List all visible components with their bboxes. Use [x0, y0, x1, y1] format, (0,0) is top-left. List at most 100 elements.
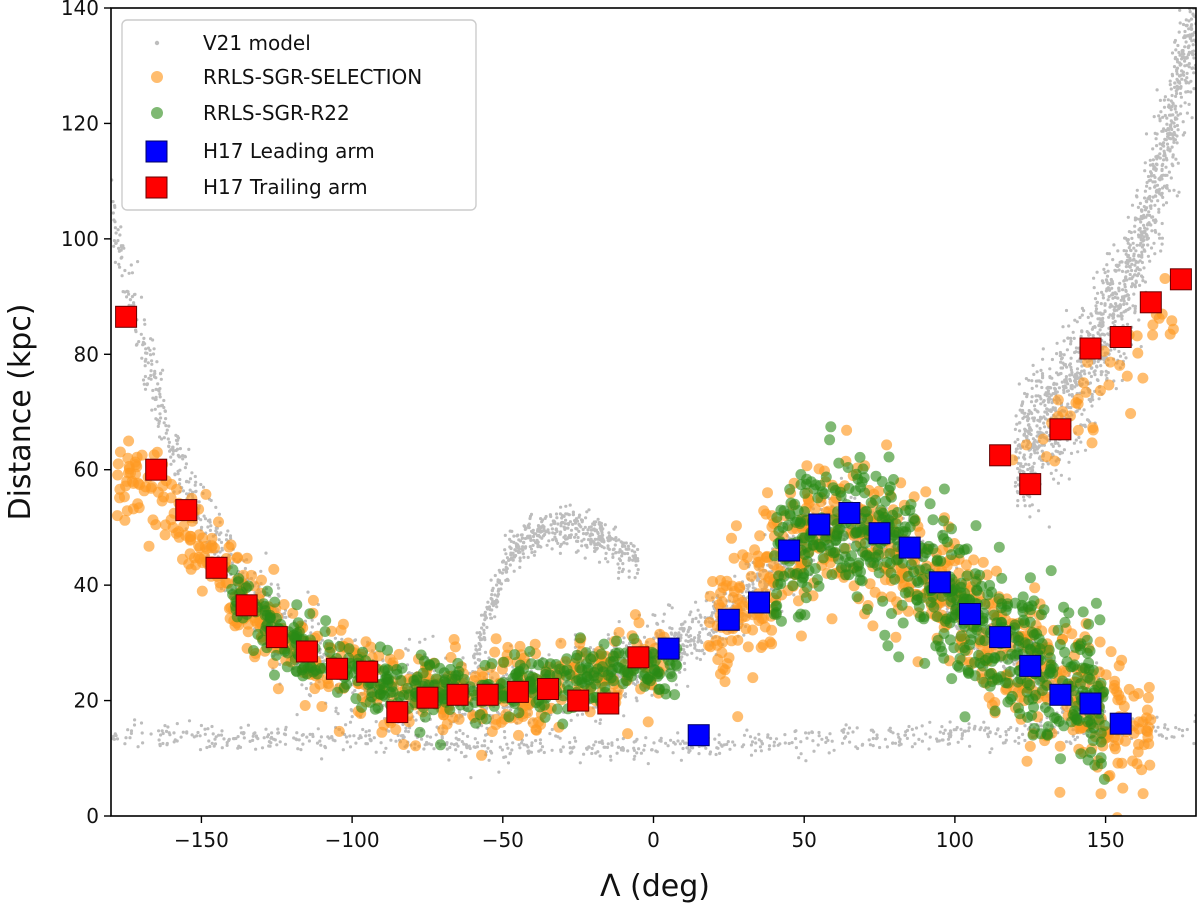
- model-point: [681, 622, 685, 626]
- model-point: [228, 534, 233, 538]
- model-point: [486, 746, 490, 750]
- model-point: [1046, 462, 1050, 466]
- model-point: [208, 528, 212, 533]
- model-point: [568, 740, 572, 745]
- model-point: [534, 739, 538, 743]
- model-point: [1130, 236, 1134, 240]
- model-point: [1188, 10, 1192, 14]
- model-point: [140, 356, 144, 360]
- model-point: [504, 565, 508, 570]
- model-point: [682, 661, 687, 666]
- model-point: [940, 725, 944, 729]
- model-point: [628, 557, 632, 561]
- model-point: [1170, 162, 1174, 166]
- model-point: [462, 742, 466, 746]
- model-point: [112, 734, 116, 738]
- model-point: [1154, 194, 1158, 198]
- model-point: [1061, 325, 1065, 329]
- model-point: [568, 503, 572, 507]
- model-point: [156, 404, 160, 408]
- model-point: [560, 516, 564, 520]
- model-point: [1153, 220, 1157, 225]
- model-point: [1066, 382, 1070, 386]
- model-point: [566, 522, 570, 526]
- model-point: [1167, 128, 1171, 132]
- model-point: [1014, 480, 1018, 485]
- model-point: [623, 692, 628, 696]
- model-point: [1185, 23, 1189, 27]
- model-point: [1032, 372, 1036, 376]
- model-point: [1158, 236, 1162, 240]
- model-point: [1062, 448, 1066, 452]
- model-point: [733, 743, 737, 747]
- model-point: [512, 540, 516, 545]
- model-point: [1133, 311, 1137, 315]
- model-point: [617, 570, 621, 575]
- model-point: [1057, 444, 1061, 448]
- model-point: [1019, 462, 1023, 466]
- model-point: [1172, 121, 1176, 125]
- model-point: [483, 618, 487, 622]
- model-point: [1022, 495, 1026, 499]
- model-point: [1159, 175, 1163, 179]
- model-point: [503, 736, 507, 740]
- model-point: [588, 534, 592, 538]
- model-point: [1157, 114, 1161, 118]
- model-point: [468, 746, 472, 751]
- model-point: [718, 751, 722, 756]
- model-point: [404, 729, 408, 733]
- model-point: [1132, 292, 1136, 296]
- model-point: [678, 742, 683, 746]
- model-point: [897, 743, 901, 747]
- model-point: [1060, 380, 1064, 384]
- model-point: [547, 653, 551, 657]
- model-point: [1187, 27, 1191, 31]
- model-point: [1026, 430, 1030, 434]
- model-point: [1117, 268, 1121, 272]
- model-point: [1073, 318, 1077, 322]
- model-point: [174, 433, 178, 437]
- model-point: [575, 519, 580, 523]
- model-point: [1162, 127, 1166, 131]
- model-point: [1162, 98, 1166, 102]
- model-point: [1181, 120, 1185, 124]
- model-point: [1065, 365, 1069, 369]
- model-point: [1140, 209, 1144, 213]
- model-point: [620, 554, 624, 558]
- model-point: [1141, 279, 1145, 283]
- model-point: [540, 536, 544, 540]
- model-point: [1103, 271, 1107, 275]
- model-point: [1040, 372, 1045, 376]
- model-point: [1103, 302, 1107, 306]
- model-point: [1018, 468, 1022, 472]
- model-point: [681, 628, 685, 632]
- model-point: [508, 563, 512, 567]
- model-point: [172, 459, 176, 463]
- model-point: [1170, 145, 1174, 149]
- model-point: [1093, 369, 1097, 373]
- model-point: [1107, 315, 1111, 319]
- model-point: [278, 740, 282, 744]
- model-point: [693, 636, 697, 640]
- model-point: [1102, 267, 1106, 271]
- model-point: [1016, 504, 1020, 508]
- model-point: [1151, 215, 1155, 219]
- model-point: [303, 619, 307, 623]
- model-point: [1170, 72, 1174, 76]
- model-point: [134, 328, 138, 332]
- model-point: [243, 566, 247, 571]
- model-point: [1048, 375, 1052, 379]
- model-point: [783, 733, 787, 737]
- model-point: [1104, 373, 1108, 377]
- model-point: [1127, 297, 1131, 301]
- model-point: [623, 695, 628, 699]
- model-point: [167, 445, 171, 449]
- model-point: [1126, 253, 1131, 258]
- model-point: [1015, 422, 1019, 426]
- model-point: [1144, 199, 1148, 203]
- model-point: [1123, 282, 1127, 287]
- model-point: [320, 757, 324, 761]
- model-point: [1145, 227, 1149, 231]
- model-point: [1161, 195, 1165, 199]
- model-point: [489, 578, 493, 582]
